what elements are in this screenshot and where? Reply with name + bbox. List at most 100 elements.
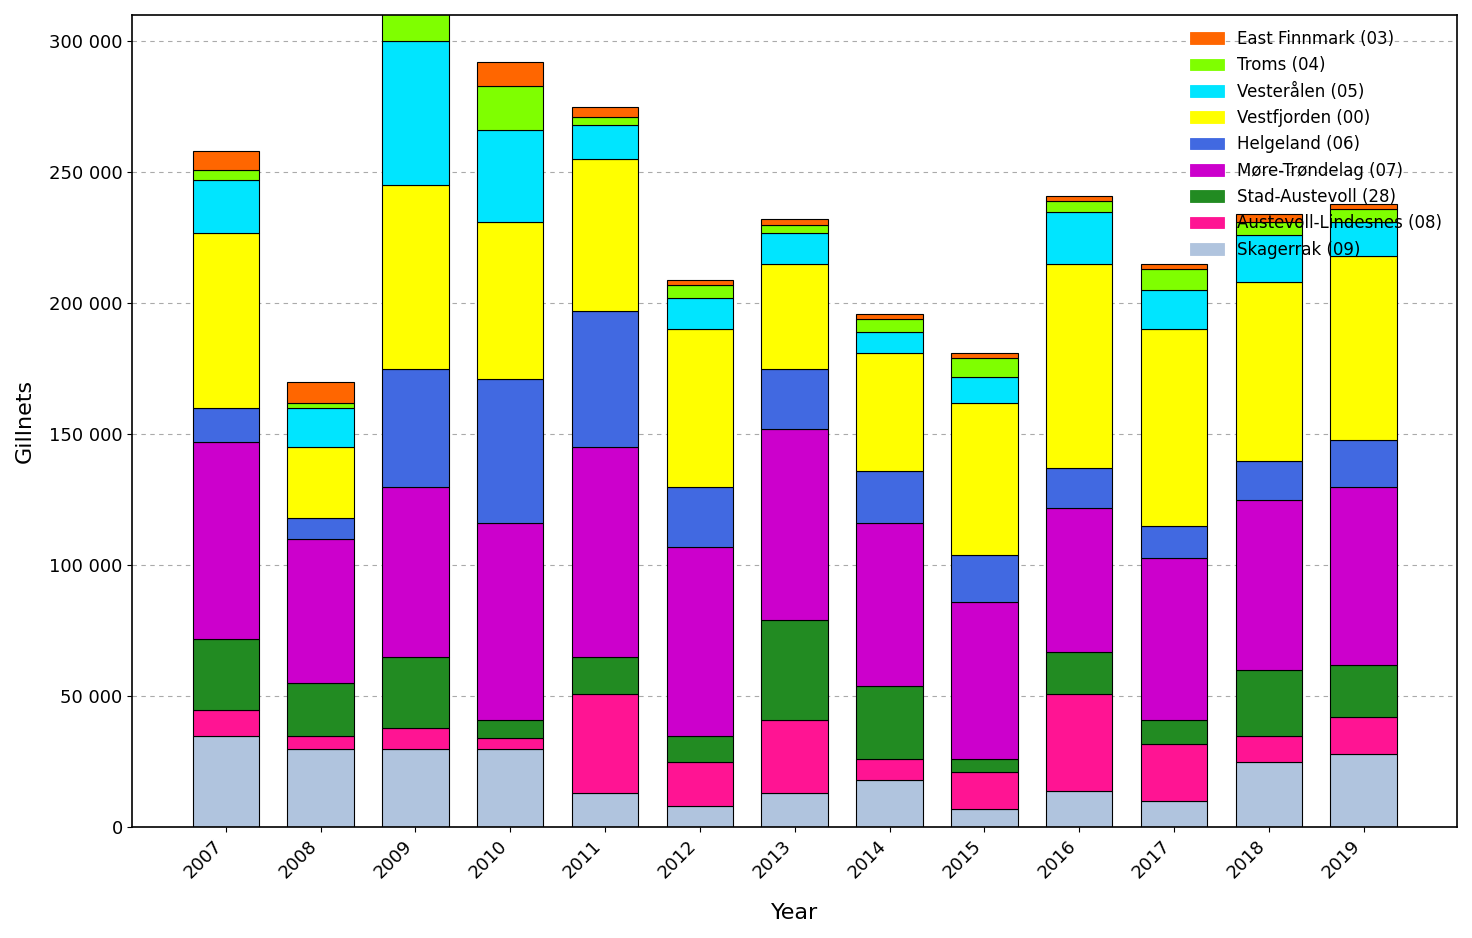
Bar	[1047, 652, 1113, 694]
Bar	[1047, 791, 1113, 827]
Bar	[193, 639, 259, 709]
Bar	[857, 319, 923, 332]
Bar	[477, 222, 543, 379]
Bar	[951, 555, 1017, 602]
Bar	[1331, 487, 1397, 665]
Bar	[193, 408, 259, 442]
Bar	[383, 41, 449, 186]
Bar	[857, 686, 923, 760]
Bar	[761, 233, 827, 264]
Bar	[1235, 671, 1301, 735]
Bar	[571, 159, 639, 311]
Bar	[383, 658, 449, 728]
Bar	[761, 720, 827, 794]
Bar	[193, 442, 259, 639]
Bar	[951, 760, 1017, 772]
Bar	[571, 694, 639, 794]
Bar	[667, 285, 733, 298]
Legend: East Finnmark (03), Troms (04), Vesterålen (05), Vestfjorden (00), Helgeland (06: East Finnmark (03), Troms (04), Vesterål…	[1183, 23, 1448, 265]
Bar	[1331, 440, 1397, 487]
Bar	[193, 233, 259, 408]
Bar	[477, 523, 543, 720]
Bar	[1141, 264, 1207, 269]
Bar	[477, 738, 543, 749]
Bar	[571, 658, 639, 694]
Bar	[193, 180, 259, 233]
Bar	[287, 539, 353, 683]
Bar	[667, 329, 733, 487]
Bar	[571, 117, 639, 125]
Bar	[857, 332, 923, 353]
Bar	[477, 62, 543, 85]
Bar	[477, 749, 543, 827]
Bar	[667, 547, 733, 735]
Bar	[477, 130, 543, 222]
Bar	[857, 780, 923, 827]
Bar	[571, 447, 639, 658]
Bar	[477, 720, 543, 738]
Bar	[951, 809, 1017, 827]
Bar	[383, 749, 449, 827]
Bar	[1331, 222, 1397, 256]
Bar	[667, 735, 733, 762]
Bar	[1141, 269, 1207, 290]
Bar	[287, 408, 353, 447]
Bar	[1331, 665, 1397, 718]
Bar	[571, 125, 639, 159]
Bar	[667, 487, 733, 547]
Bar	[1141, 329, 1207, 526]
Bar	[571, 311, 639, 447]
Bar	[287, 749, 353, 827]
Bar	[383, 0, 449, 8]
Bar	[1047, 468, 1113, 507]
Bar	[667, 762, 733, 807]
Bar	[761, 620, 827, 720]
Bar	[1141, 720, 1207, 744]
Bar	[477, 379, 543, 523]
Bar	[193, 151, 259, 170]
Bar	[857, 314, 923, 319]
Bar	[1331, 754, 1397, 827]
Bar	[287, 403, 353, 408]
Bar	[1235, 500, 1301, 671]
Bar	[761, 369, 827, 429]
Bar	[193, 735, 259, 827]
Bar	[761, 794, 827, 827]
X-axis label: Year: Year	[771, 903, 818, 923]
Bar	[383, 8, 449, 41]
Bar	[857, 471, 923, 523]
Bar	[287, 735, 353, 749]
Bar	[287, 683, 353, 735]
Bar	[761, 225, 827, 233]
Bar	[1331, 256, 1397, 440]
Bar	[951, 602, 1017, 760]
Bar	[383, 728, 449, 749]
Bar	[761, 429, 827, 620]
Bar	[761, 219, 827, 225]
Bar	[1141, 744, 1207, 801]
Bar	[383, 487, 449, 658]
Bar	[1141, 557, 1207, 720]
Bar	[667, 298, 733, 329]
Bar	[951, 377, 1017, 403]
Bar	[1331, 204, 1397, 209]
Bar	[1235, 762, 1301, 827]
Bar	[1047, 694, 1113, 791]
Bar	[383, 186, 449, 369]
Bar	[951, 358, 1017, 377]
Bar	[1047, 507, 1113, 652]
Bar	[287, 518, 353, 539]
Bar	[761, 264, 827, 369]
Bar	[477, 85, 543, 130]
Bar	[951, 353, 1017, 358]
Bar	[1141, 801, 1207, 827]
Bar	[951, 403, 1017, 555]
Bar	[193, 170, 259, 180]
Bar	[1141, 290, 1207, 329]
Bar	[571, 107, 639, 117]
Bar	[1141, 526, 1207, 557]
Bar	[1235, 235, 1301, 282]
Bar	[287, 447, 353, 518]
Bar	[1235, 735, 1301, 762]
Y-axis label: Gillnets: Gillnets	[15, 379, 35, 463]
